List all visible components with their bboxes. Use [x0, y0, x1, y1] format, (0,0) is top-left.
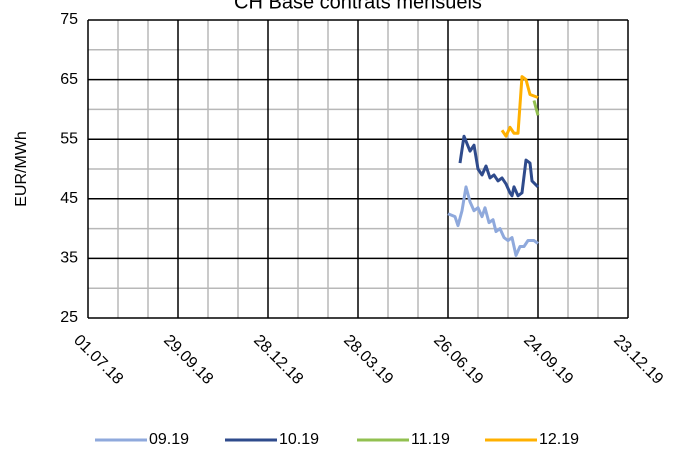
x-tick-label: 29.09.18	[160, 332, 216, 388]
y-tick-label: 55	[60, 130, 78, 147]
x-tick-label: 23.12.19	[610, 332, 666, 388]
y-tick-label: 65	[60, 71, 78, 88]
y-axis-label: EUR/MWh	[13, 131, 30, 207]
legend-label: 12.19	[539, 431, 579, 448]
x-tick-label: 28.03.19	[340, 332, 396, 388]
series-line	[532, 100, 540, 116]
series-line	[447, 185, 539, 257]
legend-label: 09.19	[149, 431, 189, 448]
chart-title: CH Base contrats mensuels	[234, 0, 482, 13]
series-line	[458, 134, 540, 198]
x-tick-label: 26.06.19	[430, 332, 486, 388]
y-tick-label: 45	[60, 190, 78, 207]
legend-label: 10.19	[279, 431, 319, 448]
y-tick-label: 75	[60, 11, 78, 28]
y-tick-label: 25	[60, 309, 78, 326]
y-tick-label: 35	[60, 250, 78, 267]
x-tick-label: 01.07.18	[70, 332, 126, 388]
legend-label: 11.19	[411, 431, 450, 448]
x-tick-label: 28.12.18	[250, 332, 306, 388]
series-line	[500, 75, 539, 138]
x-tick-label: 24.09.19	[520, 332, 576, 388]
